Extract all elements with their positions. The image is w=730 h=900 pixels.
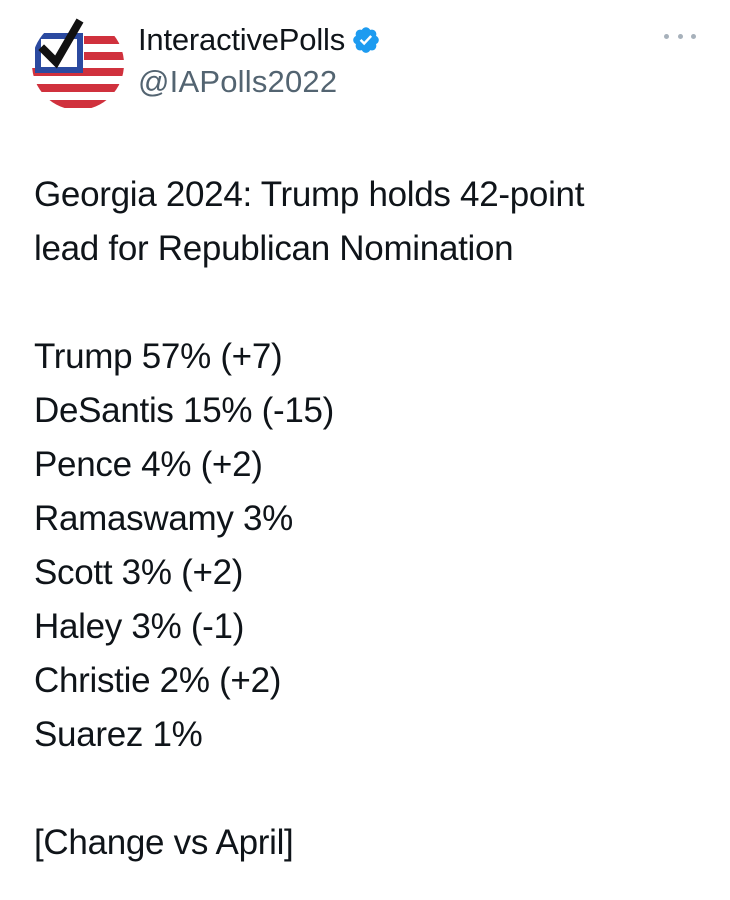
result-line: Christie 2% (+2)	[34, 661, 282, 700]
result-line: DeSantis 15% (-15)	[34, 391, 335, 430]
flag-checkmark-logo-icon	[32, 18, 124, 108]
author-handle[interactable]: @IAPolls2022	[138, 64, 338, 99]
footnote: [Change vs April]	[34, 823, 294, 862]
display-name[interactable]: InteractivePolls	[138, 22, 346, 57]
result-line: Suarez 1%	[34, 715, 203, 754]
avatar[interactable]	[32, 18, 124, 110]
blank-line	[34, 276, 704, 330]
result-line: Trump 57% (+7)	[34, 337, 283, 376]
blank-line	[34, 762, 704, 816]
result-line: Pence 4% (+2)	[34, 445, 263, 484]
verified-badge-icon	[353, 27, 379, 53]
result-line: Ramaswamy 3%	[34, 499, 293, 538]
result-line: Haley 3% (-1)	[34, 607, 245, 646]
headline-line-2: lead for Republican Nomination	[34, 229, 514, 268]
tweet-text: Georgia 2024: Trump holds 42-point lead …	[34, 168, 704, 870]
headline-line-1: Georgia 2024: Trump holds 42-point	[34, 175, 585, 214]
author-name-row[interactable]: InteractivePolls	[138, 22, 381, 58]
more-options-icon[interactable]	[664, 26, 696, 46]
result-line: Scott 3% (+2)	[34, 553, 244, 592]
